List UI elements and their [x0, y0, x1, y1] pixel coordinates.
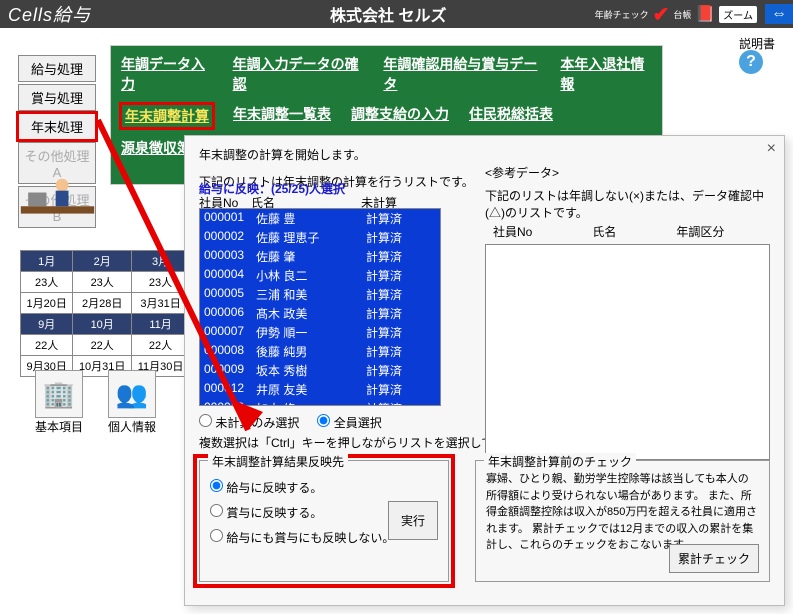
precheck-title: 年末調整計算前のチェック: [484, 453, 636, 470]
sidebar-item-nenmatsu[interactable]: 年末処理: [18, 113, 96, 140]
reference-title: <参考データ>: [485, 164, 770, 181]
reference-note: 下記のリストは年調しない(×)または、データ確認中(△)のリストです。: [485, 187, 770, 221]
personal-info-button[interactable]: 👥 個人情報: [108, 370, 156, 435]
menu-adjust-pay[interactable]: 調整支給の入力: [351, 104, 449, 128]
precheck-text: 寡婦、ひとり親、勤労学生控除等は該当しても本人の所得額により受けられない場合があ…: [486, 471, 759, 554]
result-group-title: 年末調整計算結果反映先: [208, 453, 348, 470]
help-icon[interactable]: ?: [739, 50, 763, 74]
employee-row[interactable]: 000001佐藤 豊計算済: [200, 209, 440, 228]
employee-row[interactable]: 000012井原 友美計算済: [200, 380, 440, 399]
help-label: 説明書: [739, 35, 775, 52]
employee-row[interactable]: 000007伊勢 順一計算済: [200, 323, 440, 342]
ledger-label: 台帳: [673, 8, 691, 21]
basic-items-button[interactable]: 🏢 基本項目: [35, 370, 83, 435]
radio-select-all[interactable]: 全員選択: [317, 414, 381, 431]
menu-data-entry[interactable]: 年調データ入力: [121, 54, 213, 94]
precheck-group: 年末調整計算前のチェック 寡婦、ひとり親、勤労学生控除等は該当しても本人の所得額…: [475, 460, 770, 582]
sidebar-item-shoyo[interactable]: 賞与処理: [18, 84, 96, 111]
execute-button[interactable]: 実行: [388, 501, 438, 540]
check-icon[interactable]: ✔: [653, 2, 670, 27]
yearend-calc-dialog: × 年末調整の計算を開始します。 下記のリストは年末調整の計算を行うリストです。…: [184, 135, 785, 606]
zoom-label[interactable]: ズーム: [719, 6, 757, 23]
ledger-icon[interactable]: 📕: [695, 4, 715, 24]
building-icon: 🏢: [35, 370, 83, 418]
menu-join-leave[interactable]: 本年入退社情報: [560, 54, 652, 94]
icon-buttons: 🏢 基本項目 👥 個人情報: [35, 370, 156, 435]
dialog-title: 年末調整の計算を開始します。: [199, 146, 770, 163]
employee-row[interactable]: 000004小林 良二計算済: [200, 266, 440, 285]
calendar-table: 1月2月3月 23人23人23人 1月20日2月28日3月31日 9月10月11…: [20, 250, 190, 377]
basic-items-label: 基本項目: [35, 418, 83, 435]
app-topbar: Cells給与 株式会社 セルズ 年齢チェック ✔ 台帳 📕 ズーム ⇔: [0, 0, 793, 28]
menu-salary-bonus-data[interactable]: 年調確認用給与賞与データ: [383, 54, 540, 94]
cumulative-check-button[interactable]: 累計チェック: [669, 544, 759, 573]
employee-list[interactable]: 000001佐藤 豊計算済000002佐藤 理恵子計算済000003佐藤 肇計算…: [199, 208, 441, 406]
employee-row[interactable]: 000006髙木 政美計算済: [200, 304, 440, 323]
close-icon[interactable]: ×: [767, 140, 776, 158]
menu-data-confirm[interactable]: 年調入力データの確認: [233, 54, 364, 94]
people-icon: 👥: [108, 370, 156, 418]
selection-radios: 未計算のみ選択 全員選択: [199, 414, 382, 431]
app-logo: Cells給与: [8, 1, 91, 27]
radio-uncalc-only[interactable]: 未計算のみ選択: [199, 414, 299, 431]
result-reflect-group: 年末調整計算結果反映先 給与に反映する。 賞与に反映する。 給与にも賞与にも反映…: [199, 460, 449, 582]
desk-person-illustration: [20, 165, 95, 220]
reference-panel: <参考データ> 下記のリストは年調しない(×)または、データ確認中(△)のリスト…: [485, 164, 770, 460]
personal-info-label: 個人情報: [108, 418, 156, 435]
reference-list[interactable]: [485, 244, 770, 460]
menu-yearend-list[interactable]: 年末調整一覧表: [233, 104, 331, 128]
employee-row[interactable]: 000009坂本 秀樹計算済: [200, 361, 440, 380]
menu-resident-tax[interactable]: 住民税総括表: [469, 104, 553, 128]
employee-row[interactable]: 000003佐藤 肇計算済: [200, 247, 440, 266]
menu-yearend-calc[interactable]: 年末調整計算: [121, 104, 213, 128]
sidebar-item-kyuyo[interactable]: 給与処理: [18, 55, 96, 82]
menu-withholding-book[interactable]: 源泉徴収簿: [121, 138, 191, 158]
employee-row[interactable]: 000008後藤 純男計算済: [200, 342, 440, 361]
company-name: 株式会社 セルズ: [330, 2, 446, 26]
age-check-label: 年齢チェック: [595, 8, 649, 21]
reference-header: 社員No 氏名 年調区分: [485, 223, 770, 240]
employee-row[interactable]: 000005三浦 和美計算済: [200, 285, 440, 304]
topbar-right: 年齢チェック ✔ 台帳 📕 ズーム ⇔: [595, 2, 793, 27]
employee-row[interactable]: 000013加古 修計算済: [200, 399, 440, 406]
zoom-slider-icon[interactable]: ⇔: [765, 4, 793, 24]
employee-row[interactable]: 000002佐藤 理恵子計算済: [200, 228, 440, 247]
opt-reflect-salary[interactable]: 給与に反映する。: [210, 479, 438, 496]
